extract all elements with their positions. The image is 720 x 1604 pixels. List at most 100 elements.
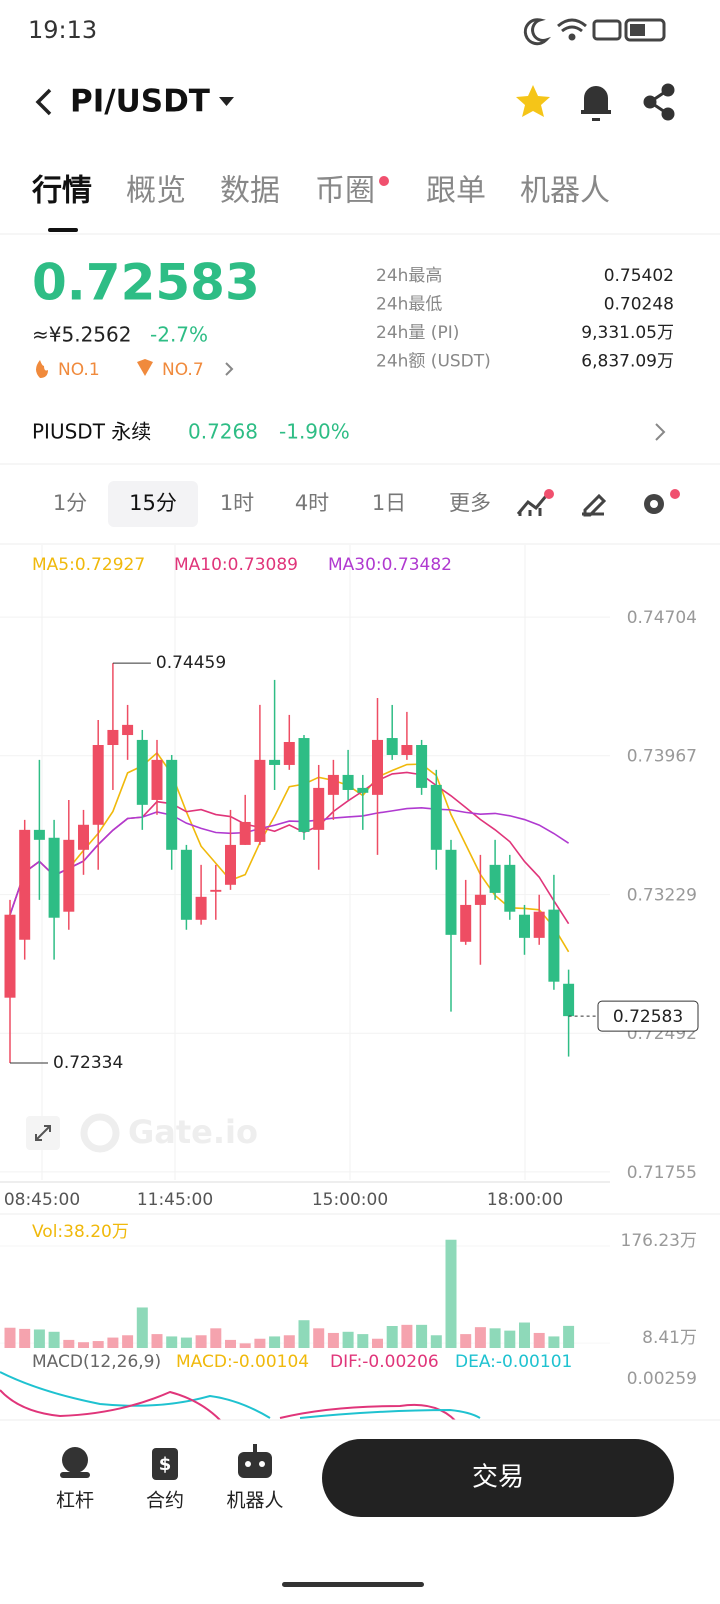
macd-value: MACD:-0.00104 (176, 1352, 309, 1372)
stat-label: 24h最低 (376, 295, 442, 315)
volume-bar (357, 1334, 369, 1348)
trade-button[interactable] (322, 1439, 674, 1517)
interval[interactable]: 1时 (220, 491, 254, 515)
volume-bar (166, 1336, 178, 1348)
tab[interactable]: 机器人 (520, 174, 610, 209)
stat-value: 0.70248 (604, 295, 674, 315)
candle-body (474, 894, 486, 905)
candle-body (504, 864, 516, 912)
x-tick-label: 11:45:00 (137, 1190, 213, 1210)
candle-body (239, 821, 251, 845)
last-price-label: 0.72583 (613, 1007, 683, 1027)
candle-body (445, 849, 457, 935)
contract-icon[interactable] (152, 1448, 178, 1480)
candle-body (225, 844, 236, 885)
nav-robot[interactable]: 机器人 (226, 1490, 283, 1512)
candle-body (151, 759, 163, 800)
volume-bar (122, 1335, 134, 1348)
candle-body (372, 739, 383, 795)
volume-bar (460, 1334, 472, 1348)
interval[interactable]: 更多 (449, 491, 491, 515)
dea-line (299, 1408, 481, 1419)
candle-body (327, 774, 339, 795)
volume-bar (19, 1328, 31, 1348)
interval[interactable]: 4时 (295, 491, 329, 515)
stats: 24h最高 0.75402 24h最低 0.70248 24h量 (PI) 9,331.0… (376, 266, 674, 372)
pair-dropdown[interactable] (219, 97, 234, 106)
candle-body (283, 741, 295, 765)
contract-glyph: $ (159, 1454, 172, 1475)
robot-eye (245, 1461, 251, 1467)
x-tick-label: 18:00:00 (487, 1190, 563, 1210)
candle-body (460, 904, 472, 942)
share-icon[interactable] (643, 83, 675, 121)
candle-body (4, 914, 16, 998)
favorite-icon[interactable] (516, 85, 550, 117)
tab-indicator (48, 228, 78, 232)
volume-bar (563, 1325, 575, 1348)
volume-bar (239, 1343, 251, 1348)
nav-contract[interactable]: 合约 (146, 1490, 184, 1512)
volume-bar (180, 1337, 192, 1348)
robot-icon[interactable] (238, 1444, 272, 1478)
cny-price: ≈¥5.2562 (32, 323, 131, 347)
nav-leverage[interactable]: 杠杆 (56, 1490, 94, 1512)
volume-bar (372, 1338, 383, 1348)
fire-icon (36, 360, 48, 378)
tab[interactable]: 概览 (126, 174, 186, 209)
candle-body (107, 729, 119, 746)
dot (670, 489, 680, 499)
change: -2.7% (150, 323, 208, 347)
rank-icon (137, 359, 153, 376)
tab[interactable]: 跟单 (426, 174, 486, 209)
volume-bar (107, 1337, 119, 1348)
candle-body (401, 745, 413, 755)
tab-dot (379, 176, 389, 186)
interval[interactable]: 15分 (129, 491, 177, 515)
candle-body (357, 787, 369, 793)
volume-bar (254, 1338, 266, 1348)
status-time: 19:13 (28, 16, 97, 44)
candle-body (533, 911, 545, 938)
indicator-icon[interactable] (516, 495, 548, 516)
volume-bar (298, 1320, 310, 1348)
volume-bar (63, 1339, 75, 1348)
candle-body (180, 849, 192, 920)
back-button[interactable] (35, 88, 52, 116)
home-indicator (282, 1582, 424, 1587)
pair-title[interactable]: PI/USDT (70, 84, 210, 120)
volume-bar (78, 1342, 89, 1348)
candle-body (489, 864, 501, 893)
interval[interactable]: 1分 (53, 491, 87, 515)
watermark-logo (80, 1113, 120, 1153)
tab[interactable]: 行情 (31, 174, 92, 209)
volume-bar (401, 1324, 413, 1348)
interval[interactable]: 1日 (372, 491, 406, 515)
rank-more[interactable] (225, 362, 234, 376)
dif-line (0, 1389, 461, 1427)
alert-icon[interactable] (581, 86, 611, 121)
ma-line (9, 807, 570, 915)
y-tick-label: 0.74704 (627, 608, 697, 628)
tab[interactable]: 数据 (220, 174, 280, 209)
candle-body (19, 829, 31, 940)
tab[interactable]: 币圈 (315, 174, 375, 209)
trade-label: 交易 (472, 1463, 524, 1493)
candle-body (269, 759, 281, 765)
volume-bar (210, 1328, 222, 1348)
volume-bar (4, 1327, 16, 1348)
candle-body (254, 759, 266, 842)
candle-body (195, 896, 207, 920)
y-tick-label: 0.73967 (627, 747, 697, 767)
rank-1: NO.1 (58, 360, 100, 380)
candle-body (313, 787, 325, 830)
volume-bar (92, 1341, 104, 1348)
perp-row[interactable] (0, 398, 720, 464)
perp-arrow (655, 423, 666, 441)
y-tick-label: 176.23万 (621, 1231, 697, 1251)
draw-icon[interactable] (582, 493, 607, 517)
candle-body (78, 824, 89, 850)
last-price: 0.72583 (32, 254, 260, 312)
leverage-icon[interactable] (60, 1447, 90, 1478)
